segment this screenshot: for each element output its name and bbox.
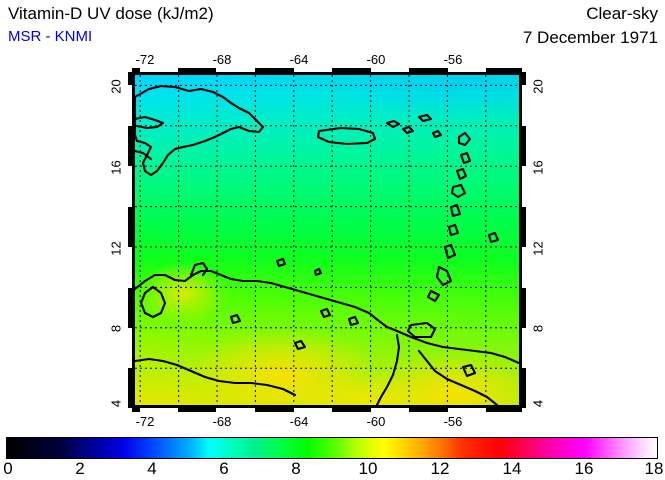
- axis-ticks-bottom: [132, 408, 522, 412]
- map-gridlines: [135, 75, 519, 405]
- y-tick-label-right-8: 8: [530, 324, 546, 333]
- colorbar-tick-4: 4: [147, 459, 157, 478]
- colorbar-tick-2: 2: [75, 459, 85, 478]
- x-tick-label-top-2: -64: [289, 52, 309, 67]
- y-tick-label-right-12: 12: [530, 241, 546, 256]
- axis-ticks-top: [132, 68, 522, 72]
- y-tick-label-right-20: 20: [530, 79, 546, 94]
- colorbar-tick-12: 12: [430, 459, 450, 478]
- x-tick-label-bottom-0: -72: [135, 414, 155, 429]
- map-canvas: [135, 75, 519, 405]
- colorbar-tick-14: 14: [502, 459, 522, 478]
- colorbar-tick-labels: 0 2 4 6 8 10 12 14 16 18: [3, 459, 663, 480]
- axis-ticks-left: [128, 72, 132, 408]
- data-source-label: MSR - KNMI: [8, 28, 93, 45]
- y-tick-label-left-16: 16: [108, 160, 124, 175]
- colorbar-gradient: [6, 437, 658, 459]
- colorbar-tick-6: 6: [219, 459, 229, 478]
- x-tick-label-top-1: -68: [212, 52, 232, 67]
- colorbar-tick-16: 16: [574, 459, 594, 478]
- map-coastlines: [135, 75, 519, 405]
- axis-ticks-right: [522, 72, 526, 408]
- x-tick-label-bottom-4: -56: [443, 414, 463, 429]
- map-plot: [132, 72, 522, 408]
- x-tick-label-top-0: -72: [135, 52, 155, 67]
- colorbar-tick-0: 0: [3, 459, 13, 478]
- colorbar: [6, 437, 658, 459]
- gridline-svg: [135, 75, 519, 405]
- x-tick-label-top-4: -56: [443, 52, 463, 67]
- coastline-svg: [135, 84, 519, 405]
- y-tick-label-right-16: 16: [530, 160, 546, 175]
- x-tick-label-top-3: -60: [366, 52, 386, 67]
- y-tick-label-right-4: 4: [530, 399, 546, 408]
- date-label: 7 December 1971: [522, 28, 658, 47]
- y-tick-label-left-8: 8: [108, 324, 124, 333]
- x-tick-label-bottom-2: -64: [289, 414, 309, 429]
- colorbar-tick-10: 10: [358, 459, 378, 478]
- sky-condition-label: Clear-sky: [586, 4, 658, 23]
- y-tick-label-left-4: 4: [108, 399, 124, 408]
- y-tick-label-left-12: 12: [108, 241, 124, 256]
- x-tick-label-bottom-3: -60: [366, 414, 386, 429]
- colorbar-tick-8: 8: [291, 459, 301, 478]
- page-title: Vitamin-D UV dose (kJ/m2): [8, 4, 214, 23]
- y-tick-label-left-20: 20: [108, 79, 124, 94]
- map-frame: [132, 72, 522, 408]
- colorbar-tick-18: 18: [644, 459, 664, 478]
- x-tick-label-bottom-1: -68: [212, 414, 232, 429]
